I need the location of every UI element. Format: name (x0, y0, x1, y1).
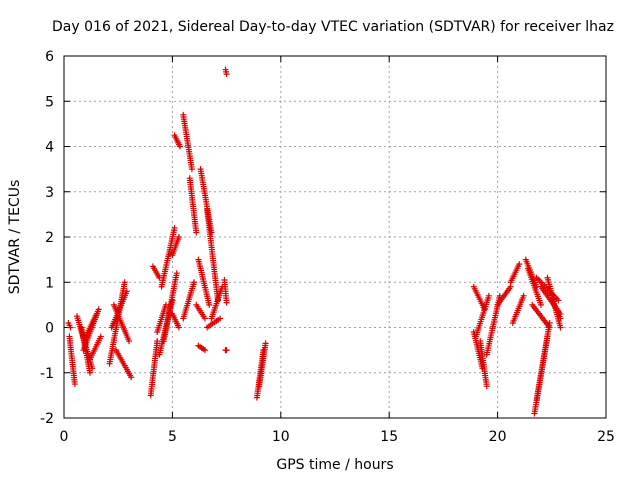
y-tick-label: -2 (40, 411, 54, 427)
data-point (154, 338, 161, 345)
x-tick-label: 5 (168, 429, 177, 445)
x-axis-title: GPS time / hours (276, 457, 393, 473)
data-point (93, 310, 100, 317)
y-tick-label: 3 (45, 185, 54, 201)
x-tick-label: 10 (272, 429, 290, 445)
y-tick-label: 1 (45, 275, 54, 291)
data-point (557, 315, 564, 322)
data-point (483, 383, 490, 390)
y-tick-label: 0 (45, 321, 54, 337)
data-point (555, 297, 562, 304)
data-points (65, 66, 564, 417)
y-tick-label: 2 (45, 230, 54, 246)
data-point (223, 71, 230, 78)
data-point (176, 143, 183, 150)
data-point (188, 166, 195, 173)
plot-frame (63, 55, 607, 419)
data-point (175, 234, 182, 240)
x-tick-label: 25 (597, 429, 615, 445)
data-point (128, 374, 135, 381)
data-point (67, 324, 74, 331)
data-point (206, 301, 213, 308)
data-point (217, 315, 224, 322)
data-point (262, 340, 269, 347)
data-point (123, 288, 130, 295)
data-point (193, 229, 200, 236)
data-point (191, 279, 198, 286)
data-point (537, 301, 544, 308)
data-point (557, 324, 564, 331)
data-point (121, 279, 128, 286)
data-point (175, 324, 182, 331)
y-tick-label: 4 (45, 140, 54, 156)
data-point (126, 338, 133, 345)
data-point (162, 301, 169, 308)
tick-labels: 0 5 10 15 20 25 -2 -1 0 1 2 3 4 5 6 (40, 49, 615, 445)
data-point (223, 299, 230, 306)
data-point (87, 369, 94, 376)
chart-title: Day 016 of 2021, Sidereal Day-to-day VTE… (52, 19, 614, 35)
y-axis-title: SDTVAR / TECUs (7, 180, 23, 295)
y-tick-label: -1 (40, 366, 54, 382)
grid-lines (64, 56, 606, 418)
x-tick-label: 0 (60, 429, 69, 445)
y-tick-label: 5 (45, 94, 54, 110)
data-point (171, 224, 178, 231)
x-tick-label: 20 (489, 429, 507, 445)
data-point (516, 261, 523, 268)
y-tick-label: 6 (45, 49, 54, 65)
data-point (485, 292, 492, 299)
data-point (201, 315, 208, 322)
data-point (71, 381, 78, 388)
data-point (546, 319, 553, 326)
data-point (201, 347, 208, 354)
data-point (223, 347, 230, 354)
data-point (95, 306, 102, 313)
data-point (97, 333, 104, 340)
data-point (520, 292, 527, 299)
x-tick-label: 15 (380, 429, 398, 445)
data-point (173, 270, 180, 277)
